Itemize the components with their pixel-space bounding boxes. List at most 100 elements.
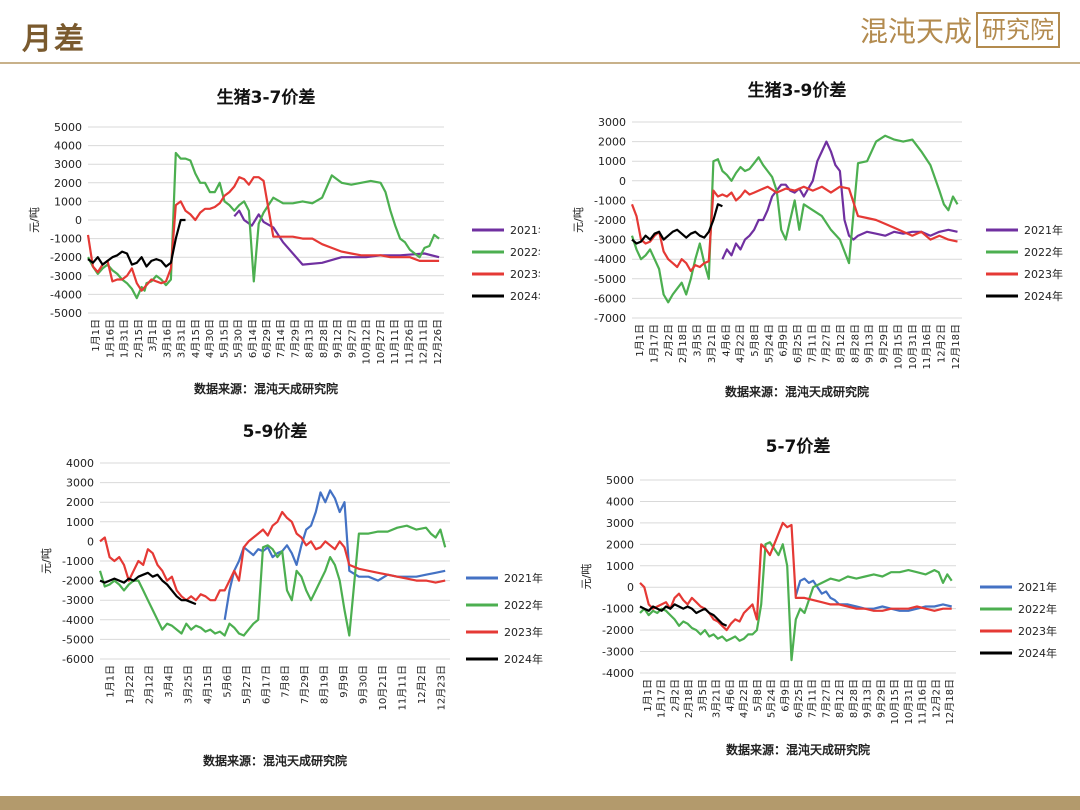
series-line-2024年: [87, 218, 186, 268]
x-tick-label: 1月31日: [119, 319, 131, 358]
y-tick-label: -3000: [594, 234, 626, 247]
x-tick-label: 8月13日: [304, 319, 316, 358]
x-tick-label: 8月12日: [835, 324, 847, 363]
x-tick-label: 6月25日: [792, 324, 804, 363]
y-tick-label: 1000: [606, 560, 634, 573]
source-note: 数据来源：混沌天成研究院: [725, 384, 869, 399]
chart-5-7-spread: 5-7价差 5000 4000 3000 2000 1000 0 -1000 -2000 -300…: [560, 430, 1070, 765]
x-tick-label: 6月25日: [793, 679, 805, 718]
x-tick-label: 12月23日: [435, 665, 447, 710]
x-tick-label: 8月28日: [848, 679, 860, 718]
y-axis-label: 元/吨: [40, 548, 53, 574]
legend-label: 2024年: [1018, 646, 1057, 660]
x-tick-label: 12月11日: [418, 319, 430, 364]
x-tick-label: 9月9日: [338, 665, 350, 698]
chart-svg: 5-9价差 4000 3000 2000 1000 0 -1000 -2000 -3000 -40…: [40, 421, 543, 768]
y-tick-label: 3000: [66, 477, 94, 490]
x-tick-label: 3月16日: [161, 319, 173, 358]
y-tick-label: -5000: [594, 273, 626, 286]
x-tick-label: 1月16日: [104, 319, 116, 358]
series-line-2023年: [99, 510, 446, 602]
y-tick-label: 0: [627, 581, 634, 594]
x-tick-label: 11月26日: [403, 319, 415, 364]
x-tick-label: 9月30日: [358, 665, 370, 704]
x-tick-label: 3月25日: [183, 665, 195, 704]
series-line-2022年: [639, 541, 953, 662]
x-tick-label: 4月22日: [735, 324, 747, 363]
y-tick-label: -5000: [50, 307, 82, 320]
x-tick-label: 6月29日: [261, 319, 273, 358]
x-tick-label: 10月21日: [377, 665, 389, 710]
series-line-2021年: [794, 577, 952, 612]
legend-label: 2021年: [510, 223, 540, 237]
x-tick-label: 7月29日: [299, 665, 311, 704]
x-tick-label: 6月17日: [260, 665, 272, 704]
legend-label: 2023年: [1024, 267, 1063, 281]
x-tick-label: 4月30日: [204, 319, 216, 358]
x-tick-label: 4月15日: [190, 319, 202, 358]
x-tick-label: 10月31日: [903, 679, 915, 724]
y-tick-label: 2000: [598, 136, 626, 149]
x-tick-label: 5月27日: [241, 665, 253, 704]
y-tick-label: -5000: [62, 633, 94, 646]
y-tick-label: 3000: [598, 116, 626, 129]
x-tick-label: 10月15日: [889, 679, 901, 724]
x-tick-label: 11月16日: [921, 324, 933, 369]
legend-label: 2023年: [510, 267, 540, 281]
x-tick-label: 9月29日: [878, 324, 890, 363]
legend-label: 2021年: [1018, 580, 1057, 594]
x-tick-label: 5月24日: [766, 679, 778, 718]
x-tick-label: 2月18日: [683, 679, 695, 718]
y-tick-label: -3000: [50, 270, 82, 283]
x-tick-label: 7月11日: [806, 324, 818, 363]
source-note: 数据来源：混沌天成研究院: [203, 753, 347, 768]
legend-label: 2021年: [504, 571, 543, 585]
x-tick-label: 6月9日: [779, 679, 791, 712]
x-tick-label: 3月5日: [697, 679, 709, 712]
x-tick-label: 3月5日: [692, 324, 704, 357]
series-line-2021年: [233, 209, 440, 266]
x-tick-label: 6月9日: [778, 324, 790, 357]
y-tick-label: 3000: [606, 517, 634, 530]
header-divider: [0, 62, 1080, 64]
series-line-2021年: [721, 140, 958, 260]
legend-label: 2021年: [1024, 223, 1063, 237]
x-tick-label: 1月22日: [124, 665, 136, 704]
x-tick-label: 11月11日: [389, 319, 401, 364]
x-tick-label: 9月29日: [875, 679, 887, 718]
series-line-2024年: [639, 603, 728, 627]
x-tick-label: 6月14日: [247, 319, 259, 358]
y-tick-label: 1000: [66, 516, 94, 529]
page-header: 月差 混沌天成 研究院: [0, 0, 1080, 62]
chart-title: 5-9价差: [243, 421, 308, 442]
x-tick-label: 9月27日: [346, 319, 358, 358]
x-tick-label: 1月1日: [105, 665, 117, 698]
chart-title: 生猪3-7价差: [217, 87, 316, 108]
y-tick-label: 1000: [598, 155, 626, 168]
chart-svg: 5-7价差 5000 4000 3000 2000 1000 0 -1000 -2000 -300…: [580, 436, 1057, 757]
x-tick-label: 10月12日: [361, 319, 373, 364]
y-tick-label: 2000: [54, 177, 82, 190]
x-tick-label: 2月2日: [669, 679, 681, 712]
x-tick-label: 3月1日: [147, 319, 159, 352]
x-tick-label: 1月1日: [642, 679, 654, 712]
page-title: 月差: [22, 22, 86, 57]
brand-box: 研究院: [976, 12, 1060, 48]
x-tick-label: 7月27日: [821, 324, 833, 363]
legend-label: 2022年: [510, 245, 540, 259]
x-tick-label: 10月31日: [907, 324, 919, 369]
x-tick-label: 3月21日: [706, 324, 718, 363]
brand-logo: 混沌天成 研究院: [860, 12, 1060, 48]
series-line-2023年: [639, 521, 952, 632]
x-tick-label: 1月17日: [649, 324, 661, 363]
y-tick-label: -2000: [62, 575, 94, 588]
legend-label: 2022年: [1018, 602, 1057, 616]
x-tick-label: 2月15日: [133, 319, 145, 358]
x-tick-label: 8月28日: [318, 319, 330, 358]
y-tick-label: -6000: [62, 653, 94, 666]
source-note: 数据来源：混沌天成研究院: [726, 742, 870, 757]
y-axis-label: 元/吨: [572, 207, 585, 233]
y-tick-label: 5000: [606, 474, 634, 487]
y-tick-label: -1000: [62, 555, 94, 568]
series-line-2022年: [87, 151, 440, 300]
